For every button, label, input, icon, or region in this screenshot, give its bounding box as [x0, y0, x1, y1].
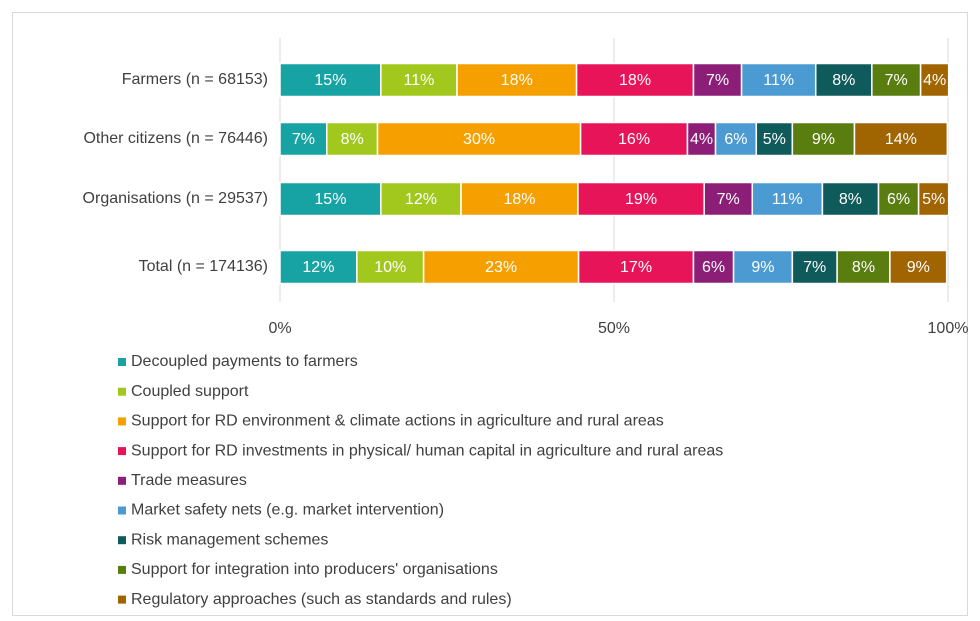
- bar-segment: [877, 181, 920, 217]
- legend-swatch: [118, 476, 126, 485]
- bar-segment: [579, 121, 689, 157]
- legend-swatch: [118, 417, 126, 426]
- x-tick-label: 0%: [268, 320, 291, 337]
- bar-segment: [751, 181, 824, 217]
- bar-segment: [791, 121, 856, 157]
- data-label: 15%: [314, 72, 346, 89]
- bar-segment: [686, 121, 717, 157]
- bar-segment: [821, 181, 880, 217]
- bar-segment: [732, 249, 794, 285]
- data-label: 17%: [620, 259, 652, 276]
- bar-segment: [740, 62, 817, 98]
- bar-segment: [380, 62, 458, 98]
- data-label: 7%: [717, 191, 740, 208]
- bar-segment: [853, 121, 949, 157]
- bar-segment: [460, 181, 579, 217]
- legend-swatch: [118, 565, 126, 574]
- legend-label: Support for RD investments in physical/ …: [131, 442, 723, 459]
- legend-label: Support for integration into producers' …: [131, 561, 498, 578]
- legend-label: Market safety nets (e.g. market interven…: [131, 502, 444, 519]
- data-label: 8%: [852, 259, 875, 276]
- data-label: 8%: [341, 131, 364, 148]
- data-label: 19%: [625, 191, 657, 208]
- bar-segment: [836, 249, 891, 285]
- legend-swatch: [118, 387, 126, 396]
- bar-segment: [577, 249, 695, 285]
- data-label: 7%: [885, 72, 908, 89]
- data-label: 11%: [404, 72, 435, 89]
- legend-label: Risk management schemes: [131, 531, 328, 548]
- bar-segment: [456, 62, 578, 98]
- legend-swatch: [118, 536, 126, 545]
- data-label: 8%: [832, 72, 855, 89]
- chart-frame: [12, 12, 968, 616]
- bar-segment: [755, 121, 794, 157]
- data-label: 8%: [839, 191, 862, 208]
- legend-swatch: [118, 358, 126, 366]
- bar-segment: [279, 121, 328, 157]
- legend-swatch: [118, 447, 126, 456]
- data-label: 4%: [690, 131, 713, 148]
- y-tick-label: Total (n = 174136): [139, 258, 268, 275]
- bar-segment: [692, 62, 743, 98]
- bar-segment: [889, 249, 948, 285]
- bar-segment: [326, 121, 379, 157]
- bar-segment: [575, 62, 695, 98]
- legend-label: Coupled support: [131, 383, 249, 400]
- data-label: 12%: [302, 259, 334, 276]
- data-label: 9%: [907, 259, 930, 276]
- legend-label: Regulatory approaches (such as standards…: [131, 591, 512, 608]
- bar-segment: [356, 249, 425, 285]
- data-label: 23%: [485, 259, 517, 276]
- data-label: 18%: [619, 72, 651, 89]
- bar-segment: [279, 62, 382, 98]
- legend-label: Trade measures: [131, 472, 247, 489]
- data-label: 16%: [618, 131, 650, 148]
- legend-swatch: [118, 595, 126, 604]
- data-label: 18%: [503, 191, 535, 208]
- data-label: 4%: [923, 72, 946, 89]
- bar-segment: [919, 62, 950, 98]
- data-label: 18%: [501, 72, 533, 89]
- legend-label: Support for RD environment & climate act…: [131, 413, 664, 430]
- bar-segment: [714, 121, 758, 157]
- legend-label: Decoupled payments to farmers: [131, 353, 358, 370]
- y-tick-label: Farmers (n = 68153): [122, 71, 268, 88]
- data-label: 6%: [702, 259, 725, 276]
- bar-segment: [917, 181, 950, 217]
- bar-segment: [376, 121, 582, 157]
- data-label: 11%: [772, 191, 803, 208]
- y-tick-label: Other citizens (n = 76446): [83, 130, 268, 147]
- data-label: 7%: [803, 259, 826, 276]
- bar-segment: [577, 181, 705, 217]
- data-label: 7%: [706, 72, 729, 89]
- bar-segment: [871, 62, 922, 98]
- bar-segment: [422, 249, 580, 285]
- data-label: 5%: [763, 131, 786, 148]
- x-tick-label: 50%: [598, 320, 630, 337]
- data-label: 15%: [314, 191, 346, 208]
- data-label: 7%: [292, 131, 315, 148]
- bar-segment: [703, 181, 754, 217]
- data-label: 30%: [463, 131, 495, 148]
- data-label: 9%: [812, 131, 835, 148]
- data-label: 10%: [374, 259, 406, 276]
- data-label: 6%: [724, 131, 747, 148]
- data-label: 12%: [405, 191, 437, 208]
- bar-segment: [279, 181, 382, 217]
- x-tick-label: 100%: [928, 320, 969, 337]
- data-label: 6%: [887, 191, 910, 208]
- legend-swatch: [118, 506, 126, 515]
- data-label: 14%: [885, 131, 917, 148]
- data-label: 5%: [922, 191, 945, 208]
- data-label: 11%: [763, 72, 794, 89]
- data-label: 9%: [751, 259, 774, 276]
- y-tick-label: Organisations (n = 29537): [83, 190, 268, 207]
